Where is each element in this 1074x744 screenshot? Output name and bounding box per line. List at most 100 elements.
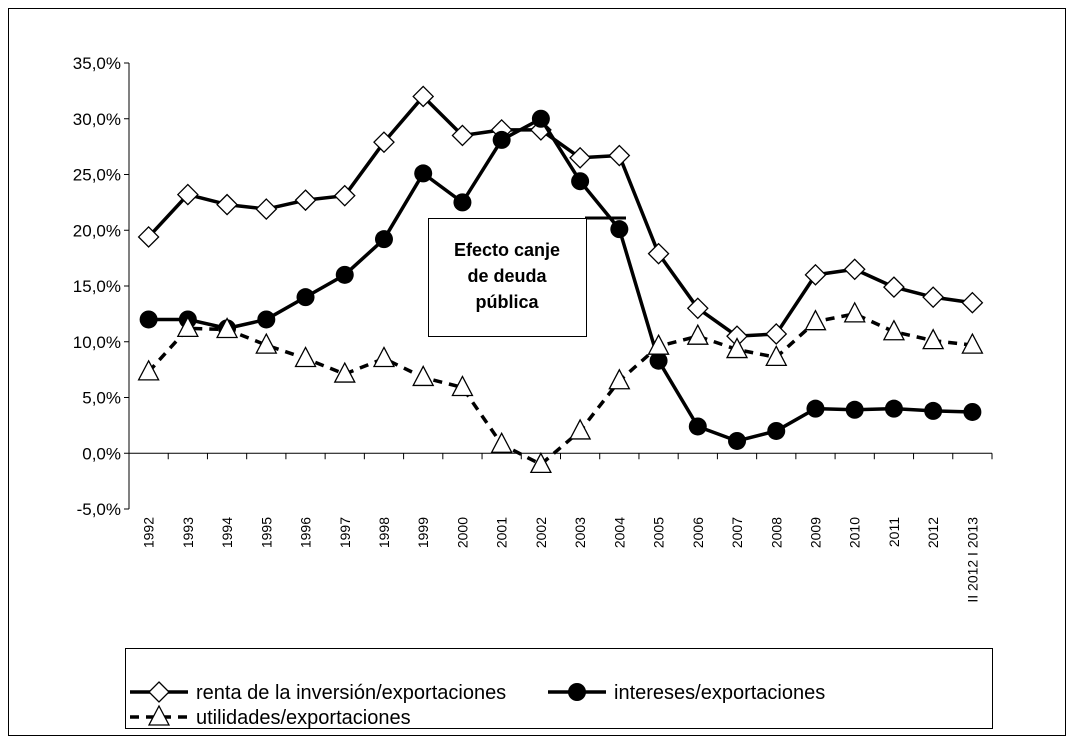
marker	[961, 332, 984, 354]
marker	[176, 315, 199, 338]
y-tick-label: 15,0%	[73, 277, 121, 296]
y-tick-label: 30,0%	[73, 110, 121, 129]
marker	[333, 361, 356, 383]
marker	[412, 365, 435, 387]
marker	[255, 198, 278, 220]
annotation-text: Efecto canje	[454, 240, 560, 260]
y-tick-label: 25,0%	[73, 166, 121, 185]
series-line	[147, 312, 973, 467]
marker	[922, 286, 945, 309]
marker	[453, 193, 472, 212]
annotation-text: de deuda	[467, 266, 547, 286]
y-tick-label: -5,0%	[77, 500, 121, 519]
marker	[647, 242, 670, 265]
marker	[843, 258, 866, 281]
marker	[765, 344, 788, 367]
marker	[412, 85, 435, 108]
x-tick-label: 2008	[768, 517, 784, 548]
x-tick-label: 2003	[572, 517, 588, 548]
marker	[568, 683, 586, 701]
x-tick-label: 2000	[454, 517, 470, 548]
marker	[139, 310, 158, 329]
marker	[492, 130, 511, 149]
legend-item: utilidades/exportaciones	[130, 704, 411, 729]
legend-box	[125, 648, 993, 729]
x-tick-label: 1995	[258, 517, 274, 548]
x-tick-label: 2009	[807, 517, 823, 548]
marker	[571, 172, 590, 191]
marker	[569, 418, 592, 440]
x-tick-label: 2004	[611, 517, 627, 548]
marker	[294, 346, 317, 368]
series-line	[147, 94, 973, 338]
x-tick-label: 2005	[651, 517, 667, 548]
marker	[686, 297, 709, 320]
x-tick-label: 1993	[180, 517, 196, 548]
x-tick-label: 2006	[690, 517, 706, 548]
x-tick-label: 1999	[415, 517, 431, 548]
marker	[924, 401, 943, 420]
legend-label: utilidades/exportaciones	[196, 707, 411, 729]
marker	[649, 351, 668, 370]
x-tick-label: 1997	[337, 517, 353, 548]
marker	[215, 317, 239, 339]
marker	[335, 265, 354, 284]
marker	[806, 399, 825, 418]
y-tick-label: 20,0%	[73, 221, 121, 240]
y-tick-label: 35,0%	[73, 54, 121, 73]
marker	[372, 346, 396, 368]
marker	[137, 226, 160, 248]
x-tick-label: 2012	[925, 517, 941, 548]
x-tick-label: II 2012 I 2013	[964, 517, 980, 603]
marker	[728, 431, 747, 450]
marker	[216, 193, 238, 216]
x-tick-label: 2001	[494, 517, 510, 548]
marker	[843, 301, 866, 323]
legend-label: renta de la inversión/exportaciones	[196, 682, 506, 704]
marker	[725, 337, 749, 359]
marker	[767, 421, 786, 440]
marker	[373, 131, 395, 154]
x-tick-label: 1998	[376, 517, 392, 548]
marker	[884, 399, 903, 418]
marker	[963, 402, 982, 421]
annotation-box	[428, 218, 587, 337]
legend-item: renta de la inversión/exportaciones	[130, 681, 506, 704]
marker	[610, 220, 629, 239]
marker	[608, 368, 631, 390]
marker	[255, 332, 278, 354]
marker	[961, 291, 984, 314]
marker	[414, 164, 433, 183]
marker	[883, 276, 905, 299]
marker	[137, 359, 160, 381]
marker	[529, 452, 552, 474]
legend-item: intereses/exportaciones	[548, 682, 825, 704]
x-tick-label: 1992	[141, 517, 157, 548]
marker	[148, 681, 170, 703]
marker	[569, 146, 592, 169]
marker	[765, 323, 788, 345]
marker	[294, 189, 317, 212]
x-tick-label: 2010	[847, 517, 863, 548]
marker	[451, 375, 474, 397]
x-tick-label: 2007	[729, 517, 745, 548]
annotation-text: pública	[475, 292, 539, 312]
marker	[531, 109, 550, 128]
marker	[686, 323, 709, 345]
x-tick-label: 1996	[298, 517, 314, 548]
marker	[147, 704, 171, 726]
legend-label: intereses/exportaciones	[614, 682, 825, 704]
marker	[176, 183, 199, 206]
marker	[804, 263, 827, 286]
marker	[296, 288, 315, 307]
marker	[374, 230, 393, 249]
marker	[490, 431, 513, 453]
marker	[882, 319, 906, 341]
marker	[608, 144, 631, 167]
y-tick-label: 5,0%	[82, 389, 121, 408]
marker	[688, 417, 707, 436]
x-tick-label: 2002	[533, 517, 549, 548]
marker	[451, 124, 474, 147]
